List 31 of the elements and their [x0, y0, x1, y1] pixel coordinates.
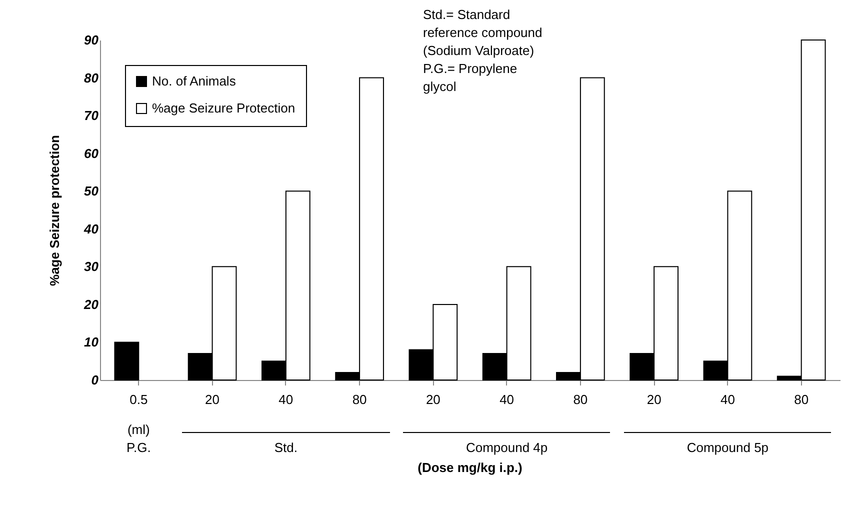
y-tick-label: 50	[84, 184, 100, 199]
x-tick-label: 20	[204, 392, 221, 407]
x-axis-title: (Dose mg/kg i.p.)	[416, 460, 524, 475]
y-tick-label: 10	[84, 334, 100, 350]
y-tick-label: 80	[84, 70, 100, 86]
x-tick-label: 0.5	[128, 392, 149, 407]
x-tick-label: 20	[424, 392, 442, 407]
x-tick-label: 80	[793, 392, 810, 407]
text: Std.	[273, 440, 298, 455]
legend-label: %age Seizure Protection	[152, 100, 296, 116]
text: Compound 4p	[464, 440, 549, 455]
y-axis-title: %age Seizure protection	[47, 134, 62, 286]
text: P.G.	[125, 440, 152, 455]
y-tick-label: 0	[91, 372, 100, 388]
x-tick-label: 40	[719, 392, 736, 407]
y-tick-label: 40	[83, 221, 100, 236]
y-tick-label: 30	[84, 259, 100, 274]
x-tick-label: 40	[278, 392, 294, 407]
legend-label: No. of Animals	[152, 74, 236, 88]
text: Compound 5p	[686, 440, 770, 455]
x-tick-label: 40	[498, 392, 516, 407]
x-tick-label: 80	[351, 392, 368, 407]
y-tick-label: 60	[84, 146, 100, 161]
bar	[114, 342, 140, 380]
x-tick-label: 80	[572, 392, 589, 407]
x-tick-label: 20	[646, 392, 662, 407]
y-tick-label: 90	[84, 32, 100, 48]
text: (ml)	[126, 422, 151, 437]
y-tick-label: 20	[83, 296, 100, 312]
annotation: Std.= Standard reference compound (Sodium Valproate) P.G.= Propylene glycol	[423, 6, 544, 96]
y-tick-label: 70	[84, 108, 100, 124]
